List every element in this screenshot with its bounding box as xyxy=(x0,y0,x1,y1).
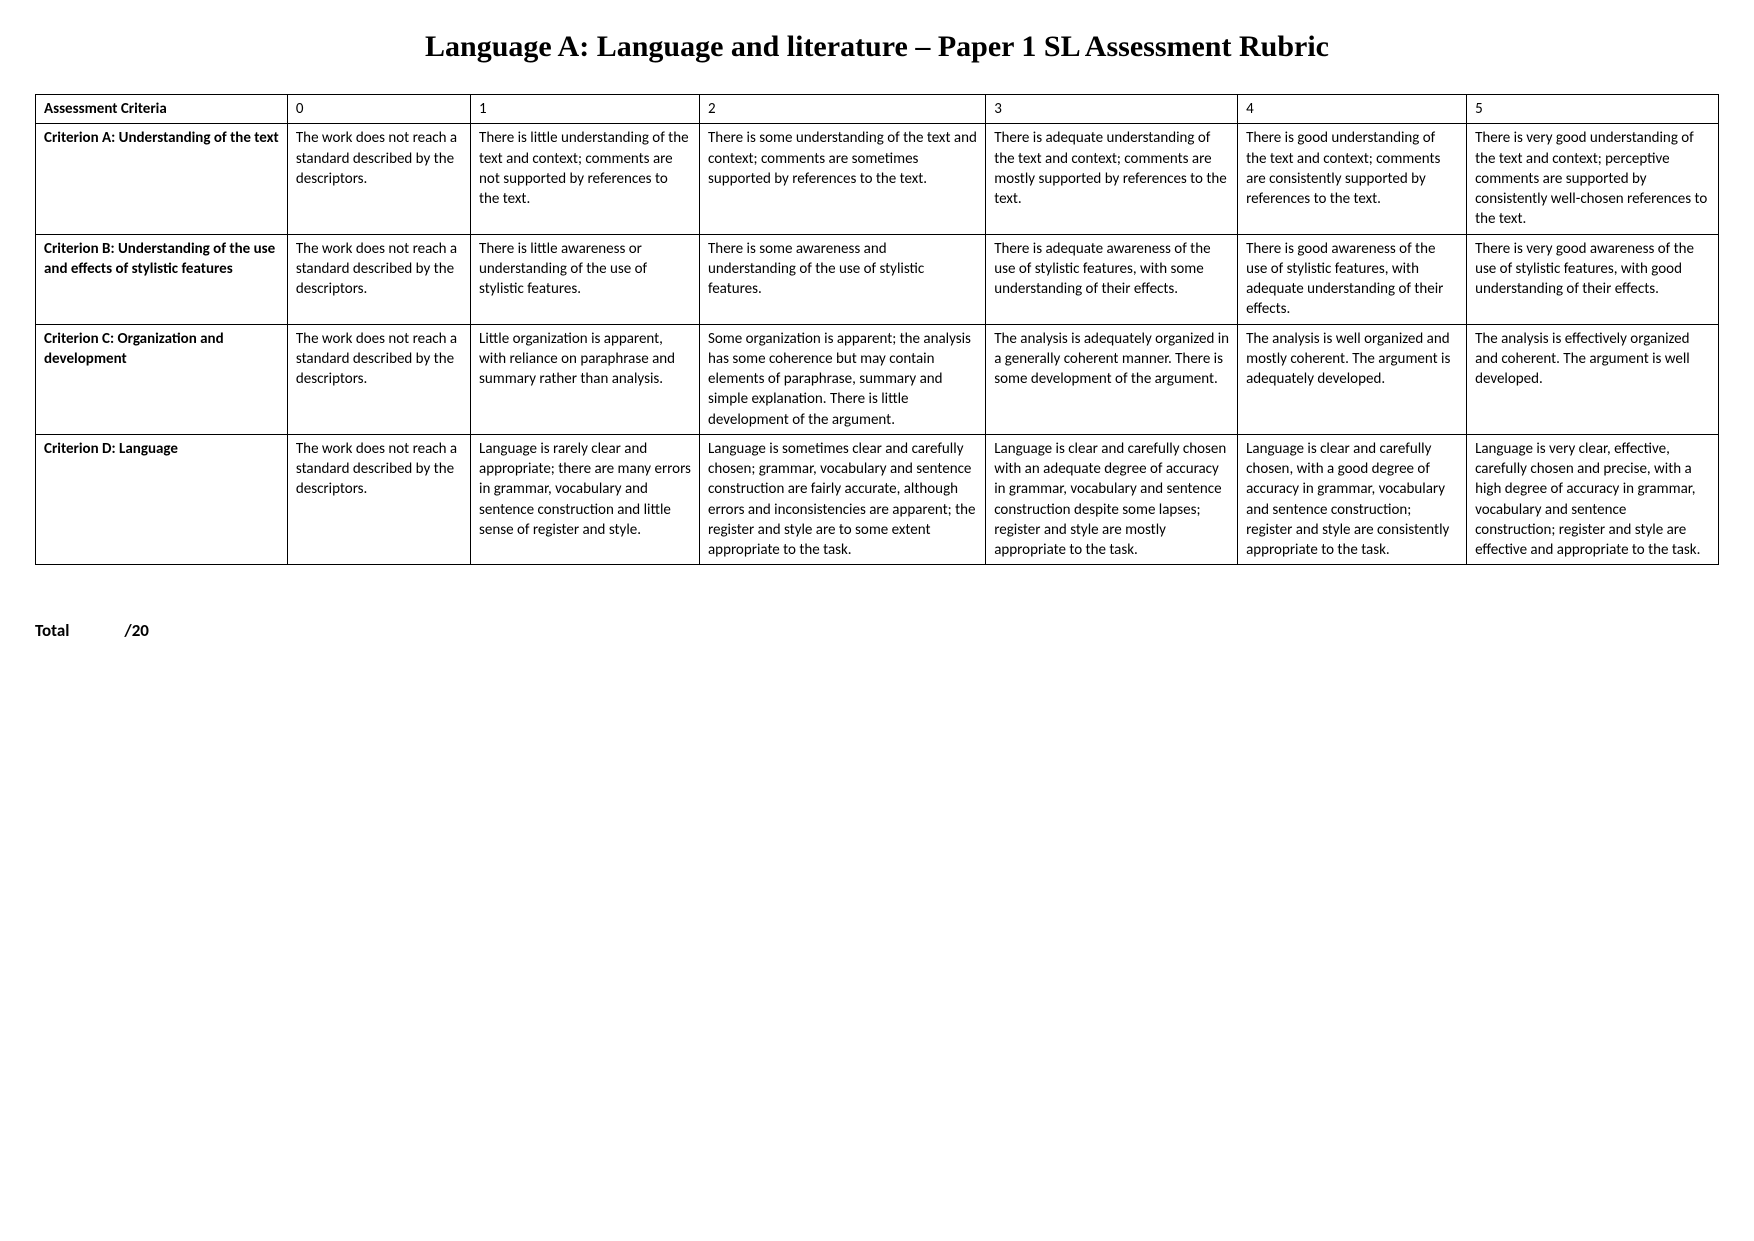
cell-5: The analysis is effectively organized an… xyxy=(1467,324,1719,434)
cell-5: There is very good understanding of the … xyxy=(1467,124,1719,234)
cell-3: There is adequate awareness of the use o… xyxy=(986,234,1238,324)
page-title: Language A: Language and literature – Pa… xyxy=(35,30,1719,64)
table-row: Criterion B: Understanding of the use an… xyxy=(36,234,1719,324)
criterion-label: Criterion B: Understanding of the use an… xyxy=(36,234,288,324)
cell-5: Language is very clear, effective, caref… xyxy=(1467,434,1719,565)
cell-4: There is good awareness of the use of st… xyxy=(1238,234,1467,324)
cell-4: There is good understanding of the text … xyxy=(1238,124,1467,234)
cell-4: Language is clear and carefully chosen, … xyxy=(1238,434,1467,565)
total-label: Total xyxy=(35,620,69,641)
header-4: 4 xyxy=(1238,95,1467,124)
total-value: /20 xyxy=(124,620,149,641)
header-2: 2 xyxy=(700,95,986,124)
header-0: 0 xyxy=(287,95,470,124)
cell-0: The work does not reach a standard descr… xyxy=(287,124,470,234)
cell-2: Some organization is apparent; the analy… xyxy=(700,324,986,434)
cell-4: The analysis is well organized and mostl… xyxy=(1238,324,1467,434)
cell-5: There is very good awareness of the use … xyxy=(1467,234,1719,324)
total-line: Total/20 xyxy=(35,620,1719,641)
cell-0: The work does not reach a standard descr… xyxy=(287,234,470,324)
table-row: Criterion C: Organization and developmen… xyxy=(36,324,1719,434)
criterion-label: Criterion C: Organization and developmen… xyxy=(36,324,288,434)
table-row: Criterion A: Understanding of the text T… xyxy=(36,124,1719,234)
rubric-table: Assessment Criteria 0 1 2 3 4 5 Criterio… xyxy=(35,94,1719,565)
header-criteria: Assessment Criteria xyxy=(36,95,288,124)
cell-1: Language is rarely clear and appropriate… xyxy=(471,434,700,565)
header-row: Assessment Criteria 0 1 2 3 4 5 xyxy=(36,95,1719,124)
cell-2: Language is sometimes clear and carefull… xyxy=(700,434,986,565)
cell-0: The work does not reach a standard descr… xyxy=(287,324,470,434)
cell-1: Little organization is apparent, with re… xyxy=(471,324,700,434)
cell-2: There is some awareness and understandin… xyxy=(700,234,986,324)
cell-2: There is some understanding of the text … xyxy=(700,124,986,234)
cell-3: The analysis is adequately organized in … xyxy=(986,324,1238,434)
criterion-label: Criterion D: Language xyxy=(36,434,288,565)
table-row: Criterion D: Language The work does not … xyxy=(36,434,1719,565)
cell-0: The work does not reach a standard descr… xyxy=(287,434,470,565)
cell-3: There is adequate understanding of the t… xyxy=(986,124,1238,234)
header-3: 3 xyxy=(986,95,1238,124)
cell-1: There is little understanding of the tex… xyxy=(471,124,700,234)
header-1: 1 xyxy=(471,95,700,124)
cell-1: There is little awareness or understandi… xyxy=(471,234,700,324)
header-5: 5 xyxy=(1467,95,1719,124)
cell-3: Language is clear and carefully chosen w… xyxy=(986,434,1238,565)
criterion-label: Criterion A: Understanding of the text xyxy=(36,124,288,234)
